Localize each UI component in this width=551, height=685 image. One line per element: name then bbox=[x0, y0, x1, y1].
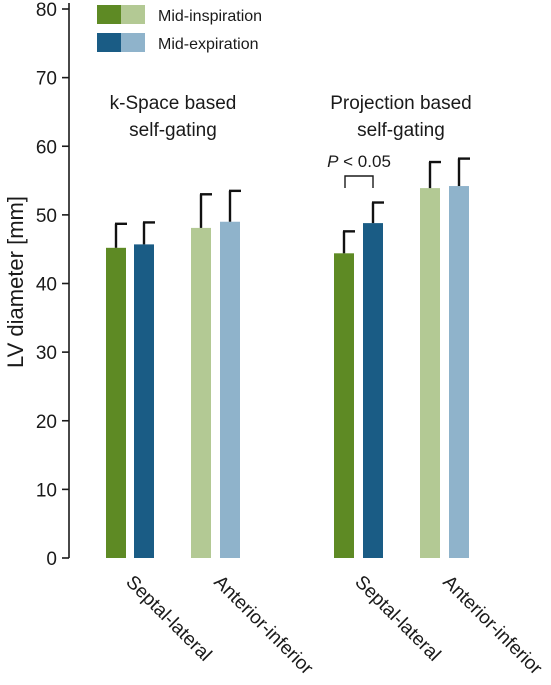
p-value-text: < 0.05 bbox=[338, 152, 390, 171]
legend-swatch-expiration-dark bbox=[97, 33, 121, 52]
bars bbox=[106, 157, 470, 559]
legend-swatch-inspiration-light bbox=[121, 5, 145, 24]
inspiration-4-bar bbox=[420, 188, 440, 558]
y-tick-label-60: 60 bbox=[36, 137, 57, 158]
category-label-2: Anterior-inferior bbox=[209, 572, 317, 680]
y-tick-label-20: 20 bbox=[36, 412, 57, 433]
y-tick-label-80: 80 bbox=[36, 0, 57, 21]
y-tick-label-70: 70 bbox=[36, 69, 57, 90]
inspiration-1-bar bbox=[106, 247, 126, 558]
expiration-4-bar bbox=[449, 186, 469, 559]
inspiration-2-bar bbox=[191, 227, 211, 558]
group-title-kspace-line1: k-Space based bbox=[110, 93, 237, 114]
category-label-1: Septal-lateral bbox=[121, 572, 215, 666]
legend-swatch-expiration-light bbox=[121, 33, 145, 52]
significance-bracket bbox=[344, 175, 374, 188]
y-axis: 0 10 20 30 40 50 60 70 80 bbox=[36, 0, 70, 570]
y-tick-label-10: 10 bbox=[36, 480, 57, 501]
inspiration-3-bar bbox=[334, 253, 354, 558]
expiration-3-bar bbox=[363, 223, 383, 559]
group-title-projection-line1: Projection based bbox=[330, 93, 472, 114]
category-label-3: Septal-lateral bbox=[350, 572, 444, 666]
y-tick-label-50: 50 bbox=[36, 206, 57, 227]
group-title-kspace-line2: self-gating bbox=[129, 120, 217, 141]
p-value-italic: P bbox=[327, 152, 339, 171]
expiration-1-bar bbox=[134, 244, 154, 559]
legend: Mid-inspiration Mid-expiration bbox=[97, 5, 262, 53]
significance-annotation: P < 0.05 bbox=[327, 152, 391, 188]
p-value-label: P < 0.05 bbox=[327, 152, 391, 171]
y-axis-title: LV diameter [mm] bbox=[3, 196, 28, 368]
y-tick-label-30: 30 bbox=[36, 343, 57, 364]
legend-label-expiration: Mid-expiration bbox=[158, 36, 258, 53]
y-tick-label-40: 40 bbox=[36, 275, 57, 296]
category-label-4: Anterior-inferior bbox=[438, 572, 546, 680]
expiration-2-bar bbox=[220, 221, 240, 559]
y-tick-label-0: 0 bbox=[46, 549, 57, 570]
legend-label-inspiration: Mid-inspiration bbox=[158, 8, 262, 25]
legend-swatch-inspiration-dark bbox=[97, 5, 121, 24]
group-title-projection-line2: self-gating bbox=[357, 120, 445, 141]
